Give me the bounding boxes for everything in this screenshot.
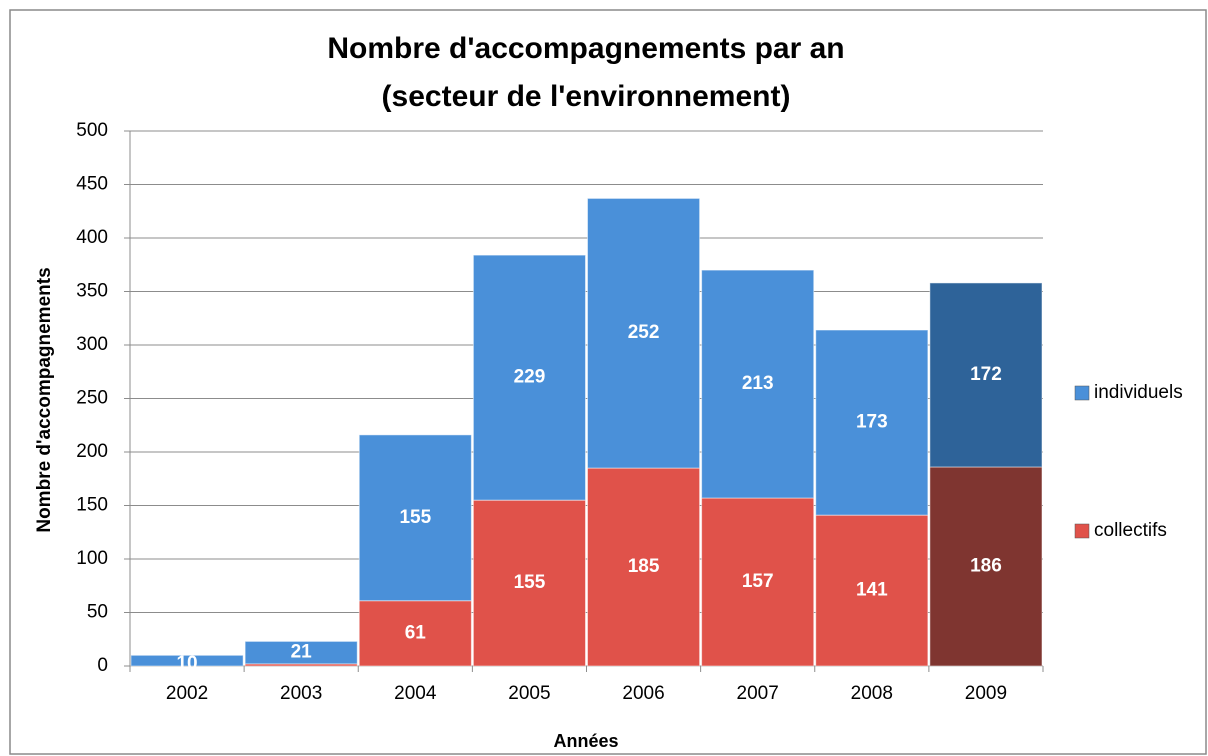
bar-segment — [587, 197, 701, 469]
bar-segment — [244, 640, 358, 665]
bar-segment — [929, 466, 1043, 667]
bar-segment — [815, 514, 929, 667]
x-tick-label: 2005 — [508, 683, 550, 704]
data-label: 172 — [970, 364, 1002, 385]
chart-title: (secteur de l'environnement) — [382, 80, 791, 113]
bar-segment — [358, 434, 472, 602]
bar-segment — [815, 329, 929, 516]
legend-swatch — [1074, 523, 1090, 539]
x-tick-label: 2006 — [622, 683, 664, 704]
x-tick-label: 2008 — [851, 683, 893, 704]
y-tick-label: 150 — [76, 495, 108, 516]
data-label: 213 — [742, 373, 774, 394]
bar-segment — [701, 269, 815, 499]
y-tick-label: 200 — [76, 441, 108, 462]
y-tick-label: 300 — [76, 334, 108, 355]
data-label: 10 — [176, 653, 197, 674]
x-tick-label: 2007 — [737, 683, 779, 704]
data-label: 252 — [628, 322, 660, 343]
y-tick-label: 350 — [76, 281, 108, 302]
data-label: 185 — [628, 556, 660, 577]
y-axis-label: Nombre d'accompagnements — [34, 267, 55, 532]
data-label: 173 — [856, 412, 888, 433]
y-tick-label: 50 — [87, 602, 108, 623]
x-tick-label: 2002 — [166, 683, 208, 704]
x-tick-label: 2009 — [965, 683, 1007, 704]
data-label: 61 — [405, 622, 427, 643]
data-label: 141 — [856, 580, 888, 601]
bar-segment — [358, 600, 472, 667]
x-tick-label: 2004 — [394, 683, 437, 704]
y-tick-label: 0 — [97, 655, 108, 676]
bar-segment — [929, 282, 1043, 468]
legend-label: individuels — [1094, 382, 1183, 403]
bar-segment — [587, 467, 701, 667]
data-label: 155 — [514, 572, 546, 593]
y-tick-label: 400 — [76, 227, 108, 248]
data-label: 229 — [514, 367, 546, 388]
chart-title: Nombre d'accompagnements par an — [327, 32, 844, 65]
legend-label: collectifs — [1094, 520, 1167, 541]
legend-swatch — [1074, 385, 1090, 401]
bar-segment — [472, 254, 586, 501]
y-tick-label: 250 — [76, 388, 108, 409]
data-label: 157 — [742, 571, 774, 592]
data-label: 155 — [399, 507, 431, 528]
bar-segment — [130, 654, 244, 667]
bar-segment — [472, 499, 586, 667]
data-label: 21 — [291, 642, 313, 663]
data-label: 186 — [970, 556, 1002, 577]
y-tick-label: 450 — [76, 174, 108, 195]
x-axis-label: Années — [553, 731, 618, 751]
y-tick-label: 100 — [76, 548, 108, 569]
x-tick-label: 2003 — [280, 683, 322, 704]
bar-segment — [701, 497, 815, 667]
y-tick-label: 500 — [76, 120, 108, 141]
